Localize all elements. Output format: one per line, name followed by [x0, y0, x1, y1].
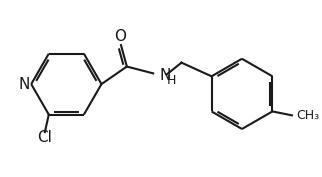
Text: CH₃: CH₃ [296, 109, 319, 122]
Text: H: H [167, 74, 176, 87]
Text: N: N [159, 68, 170, 83]
Text: N: N [19, 77, 30, 92]
Text: O: O [114, 29, 126, 44]
Text: Cl: Cl [37, 130, 52, 145]
